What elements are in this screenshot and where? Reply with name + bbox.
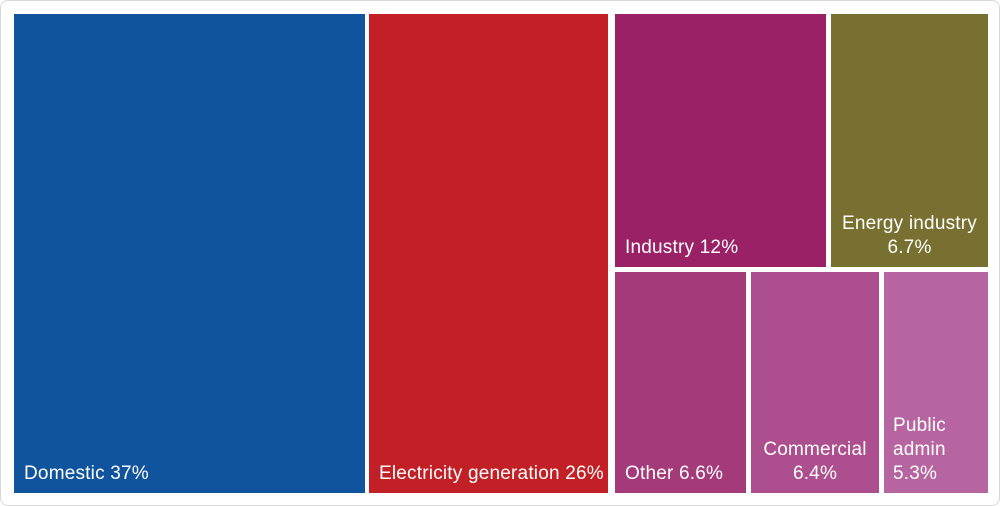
treemap-tile-electricity-generation[interactable]: Electricity generation 26% — [369, 14, 608, 493]
tile-label-text: Electricity generation 26% — [379, 463, 604, 485]
treemap-tile-commercial[interactable]: Commercial 6.4% — [751, 272, 879, 493]
tile-label-text: Other 6.6% — [625, 463, 724, 485]
tile-label-text: Industry 12% — [625, 237, 739, 259]
tile-label-public-admin: Public admin 5.3% — [884, 414, 988, 486]
treemap-tile-other[interactable]: Other 6.6% — [615, 272, 746, 493]
tile-label-value: 6.4% — [792, 463, 838, 485]
tile-label-commercial: Commercial 6.4% — [751, 438, 879, 486]
tile-label-text: Public — [893, 415, 946, 437]
tile-label-text: Energy industry — [841, 213, 977, 235]
tile-label-text: admin — [893, 439, 946, 461]
tile-label-electricity-generation: Electricity generation 26% — [369, 462, 608, 486]
tile-label-energy-industry: Energy industry 6.7% — [831, 212, 988, 260]
tile-label-value: 6.7% — [887, 237, 932, 259]
treemap-tile-energy-industry[interactable]: Energy industry 6.7% — [831, 14, 988, 267]
tile-label-industry: Industry 12% — [615, 236, 826, 260]
tile-label-text: Commercial — [763, 439, 867, 461]
tile-label-text: Domestic 37% — [24, 463, 149, 485]
treemap-tile-public-admin[interactable]: Public admin 5.3% — [884, 272, 988, 493]
treemap-tile-domestic[interactable]: Domestic 37% — [14, 14, 365, 493]
tile-label-value: 5.3% — [893, 463, 938, 485]
treemap-tile-industry[interactable]: Industry 12% — [615, 14, 826, 267]
tile-label-domestic: Domestic 37% — [14, 462, 365, 486]
tile-label-other: Other 6.6% — [615, 462, 746, 486]
